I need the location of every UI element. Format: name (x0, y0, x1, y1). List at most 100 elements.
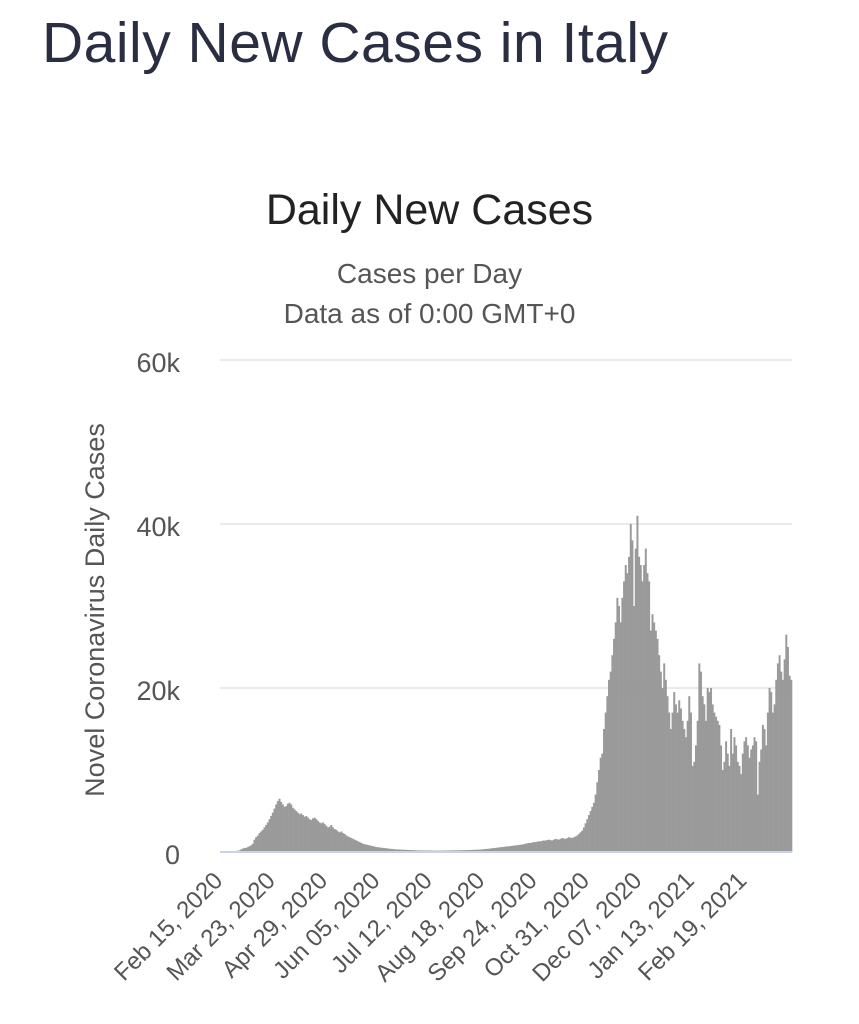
bar (276, 801, 279, 852)
bar (785, 634, 788, 852)
bar (325, 825, 328, 852)
bar (250, 845, 253, 852)
bar (603, 729, 605, 852)
bar (567, 837, 570, 852)
bar (781, 679, 784, 852)
bar (347, 836, 350, 852)
bar (469, 849, 472, 852)
bar (740, 774, 743, 852)
bar (492, 848, 495, 852)
bar (549, 840, 552, 852)
bar (656, 638, 659, 852)
bar (383, 848, 386, 852)
bar (760, 749, 763, 852)
bar (338, 832, 341, 852)
bar (564, 838, 567, 852)
bar (713, 712, 716, 852)
bar (624, 565, 627, 852)
bar (343, 833, 346, 852)
bar (245, 847, 248, 852)
bar (716, 720, 719, 852)
bar (527, 842, 530, 852)
bar (763, 729, 766, 852)
bar (296, 812, 299, 852)
bar (407, 849, 410, 852)
bar (686, 720, 689, 852)
bar (780, 671, 783, 852)
bar (348, 837, 351, 852)
bar (750, 749, 753, 852)
bar (735, 745, 738, 852)
bar (335, 829, 338, 852)
bar (736, 761, 739, 852)
bar (500, 847, 503, 852)
bar (531, 842, 534, 852)
bar (591, 806, 594, 852)
grid-lines (220, 359, 792, 689)
bar (377, 847, 380, 852)
bar (711, 704, 714, 852)
bar (768, 688, 771, 852)
bar (360, 842, 363, 852)
bar (609, 671, 612, 852)
bar (579, 832, 582, 852)
bar (301, 815, 304, 852)
bar (373, 846, 376, 852)
bar (285, 806, 288, 852)
bar (474, 849, 477, 852)
bar (753, 737, 756, 852)
bar (395, 849, 398, 852)
bar (673, 692, 676, 852)
bar (514, 845, 517, 852)
bar (519, 844, 522, 852)
bar (601, 753, 604, 852)
bar (577, 833, 580, 852)
bar (758, 761, 761, 852)
bar (604, 712, 607, 852)
bar (370, 845, 373, 852)
bar (654, 630, 657, 852)
bar (526, 843, 529, 852)
bar (790, 679, 793, 852)
bar (678, 700, 681, 852)
bar (587, 815, 590, 852)
bar (405, 849, 408, 852)
bar (641, 581, 644, 852)
bar (400, 849, 403, 852)
bar (350, 838, 353, 852)
bar (480, 849, 483, 852)
bar (352, 838, 355, 852)
bar (281, 804, 284, 852)
bar (306, 817, 309, 852)
bar (271, 812, 274, 852)
bar (547, 839, 550, 852)
bar (551, 840, 554, 852)
bar (725, 741, 728, 852)
bar (398, 849, 401, 852)
bar (322, 822, 324, 852)
bar (355, 840, 358, 852)
bar (482, 849, 485, 852)
bar (392, 849, 395, 852)
bar (597, 770, 600, 852)
bar (539, 841, 542, 852)
bar (557, 839, 560, 852)
bar (572, 837, 575, 852)
bar (706, 688, 709, 852)
bar (305, 815, 308, 852)
bar (756, 794, 759, 852)
bar (485, 848, 488, 852)
bar (328, 826, 331, 852)
bar (333, 829, 336, 852)
bar (715, 716, 718, 852)
bar (268, 819, 271, 852)
bar (286, 803, 289, 852)
bar (718, 724, 721, 852)
bar (571, 838, 574, 852)
bar (646, 573, 649, 852)
bar (499, 847, 502, 852)
bar (775, 679, 778, 852)
bar (357, 841, 360, 852)
page-title: Daily New Cases in Italy (42, 11, 669, 75)
